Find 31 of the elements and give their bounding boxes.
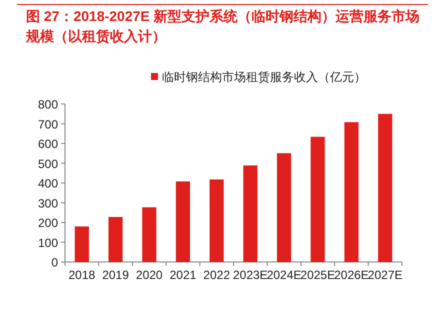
bar (344, 122, 359, 262)
x-tick-label: 2027E (368, 268, 402, 282)
bar (142, 207, 156, 262)
bar (108, 216, 123, 262)
y-tick-label: 700 (38, 117, 58, 132)
bar (74, 226, 89, 262)
y-tick-label: 800 (38, 98, 58, 112)
bar (378, 114, 392, 262)
bar (243, 165, 258, 262)
y-tick-label: 500 (38, 156, 58, 171)
x-tick-label: 2022 (203, 268, 230, 282)
x-tick-label: 2024E (266, 268, 302, 282)
y-tick-label: 0 (51, 256, 58, 270)
bar (210, 179, 224, 262)
bar (176, 181, 190, 262)
legend-label: 临时钢结构市场租赁服务收入（亿元） (162, 70, 366, 84)
x-tick-label: 2018 (68, 268, 96, 282)
x-tick-label: 2021 (170, 268, 197, 282)
x-tick-label: 2026E (334, 268, 369, 282)
bar (310, 136, 325, 262)
title: 图 27：2018-2027E 新型支护系统（临时钢结构）运营服务市场规模（以租赁收入计） (26, 8, 420, 44)
y-tick-label: 400 (38, 176, 58, 190)
y-tick-label: 100 (38, 236, 58, 250)
y-tick-label: 200 (38, 216, 58, 230)
y-tick-label: 600 (38, 137, 58, 151)
bar (276, 153, 292, 262)
x-tick-label: 2019 (102, 268, 130, 282)
y-tick-label: 300 (38, 196, 58, 210)
x-tick-label: 2023E (233, 268, 268, 282)
x-tick-label: 2025E (300, 268, 336, 282)
x-tick-label: 2020 (136, 268, 163, 282)
